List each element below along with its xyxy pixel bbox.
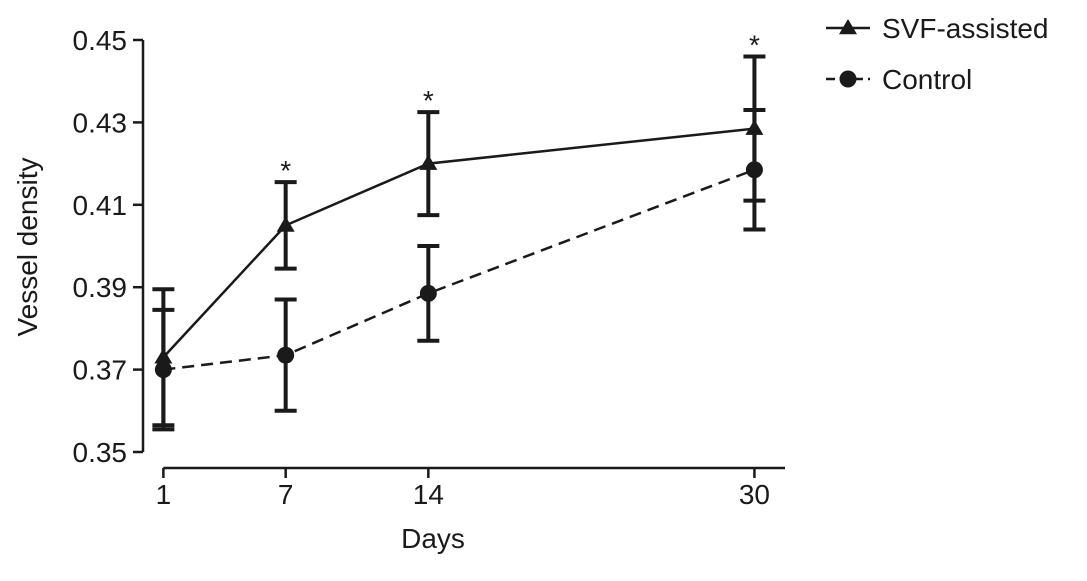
axes xyxy=(141,40,785,470)
y-axis-ticks: 0.35 0.37 0.39 0.41 0.43 0.45 xyxy=(73,25,143,468)
data-point xyxy=(276,216,295,232)
x-tick-label: 7 xyxy=(278,479,294,510)
data-point xyxy=(419,284,437,302)
legend: SVF-assisted Control xyxy=(826,13,1049,95)
x-tick-label: 14 xyxy=(413,479,444,510)
x-tick-label: 1 xyxy=(156,479,172,510)
significance-marker: * xyxy=(423,85,434,116)
series-svf-assisted: * * * xyxy=(152,29,766,428)
significance-marker: * xyxy=(280,155,291,186)
x-axis-ticks: 1 7 14 30 xyxy=(156,468,770,510)
data-point xyxy=(154,348,173,364)
y-axis-title: Vessel density xyxy=(12,158,43,337)
y-tick-label: 0.41 xyxy=(73,190,128,221)
x-axis-title: Days xyxy=(401,523,465,554)
legend-entry: Control xyxy=(826,64,972,95)
data-point xyxy=(419,154,438,170)
data-point xyxy=(745,119,764,135)
y-tick-label: 0.43 xyxy=(73,107,128,138)
y-tick-label: 0.35 xyxy=(73,437,128,468)
x-tick-label: 30 xyxy=(739,479,770,510)
legend-label: SVF-assisted xyxy=(882,13,1049,44)
plot-area: * * * xyxy=(152,29,766,432)
y-tick-label: 0.45 xyxy=(73,25,128,56)
legend-entry: SVF-assisted xyxy=(826,13,1049,44)
y-tick-label: 0.37 xyxy=(73,355,128,386)
series-line-svf-assisted xyxy=(162,127,755,359)
series-line-control xyxy=(163,168,755,371)
legend-marker xyxy=(839,70,857,88)
legend-marker xyxy=(839,19,857,35)
legend-label: Control xyxy=(882,64,972,95)
y-tick-label: 0.39 xyxy=(73,272,128,303)
data-point xyxy=(277,346,295,364)
significance-marker: * xyxy=(749,29,760,60)
